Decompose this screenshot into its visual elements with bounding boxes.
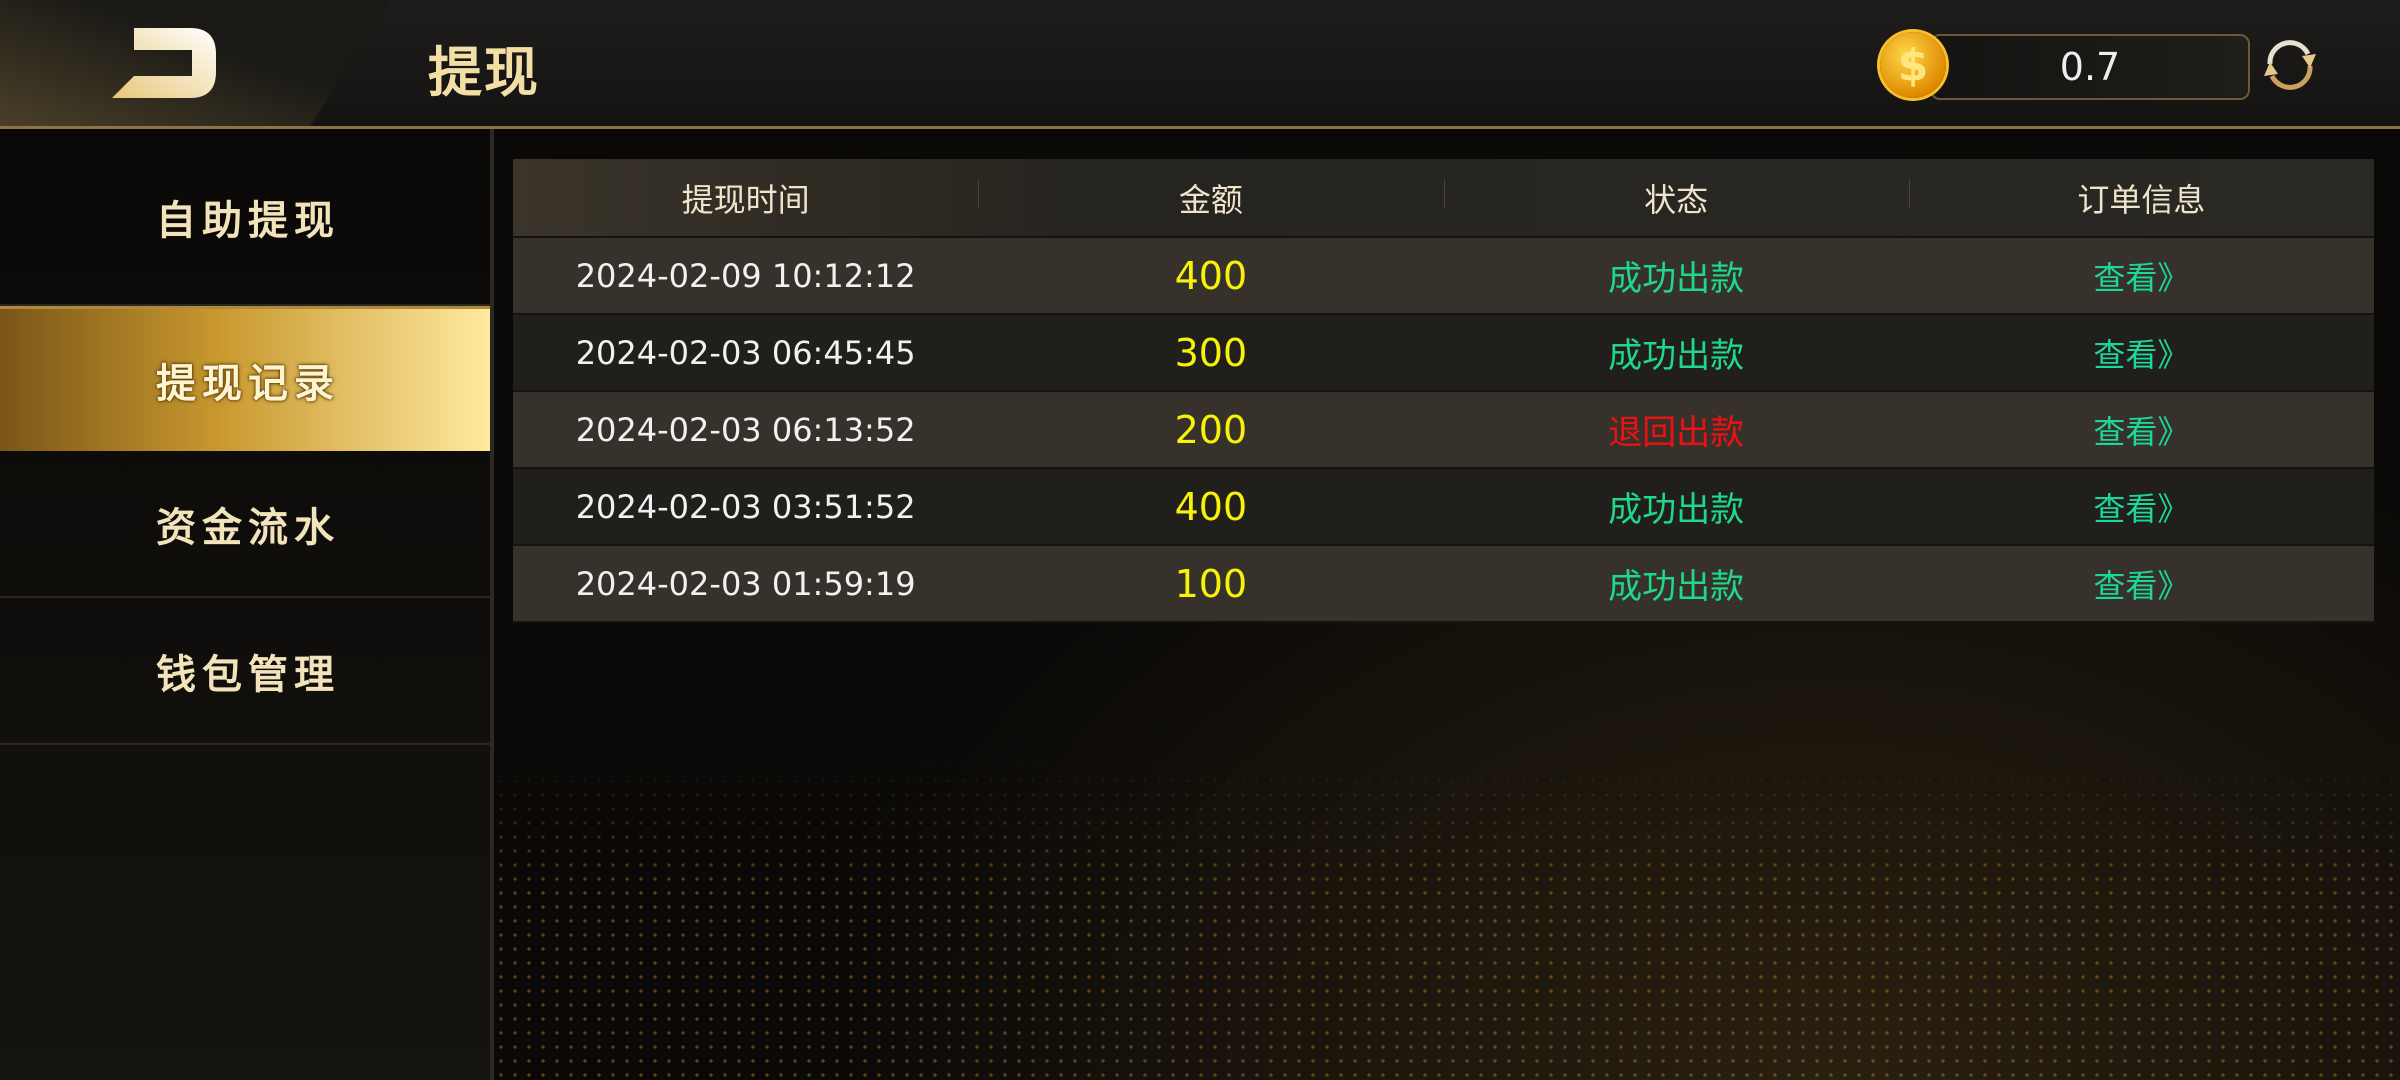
- status-text: 成功出款: [1608, 336, 1745, 376]
- status-text: 成功出款: [1608, 567, 1745, 607]
- view-order-link[interactable]: 查看》: [2093, 335, 2190, 374]
- withdraw-amount: 100: [1174, 561, 1248, 606]
- sidebar-item-withdraw-records[interactable]: 提现记录: [0, 306, 490, 451]
- page-title: 提现: [428, 41, 540, 104]
- withdraw-time: 2024-02-09 10:12:12: [575, 256, 916, 295]
- status-text: 退回出款: [1608, 413, 1745, 453]
- withdraw-amount: 400: [1174, 253, 1248, 298]
- withdraw-time: 2024-02-03 01:59:19: [575, 564, 916, 603]
- back-button[interactable]: [112, 28, 216, 98]
- status-text: 成功出款: [1608, 259, 1745, 299]
- table-header: 提现时间 金额 状态 订单信息: [513, 159, 2374, 238]
- dot-pattern-background: [494, 760, 2400, 1080]
- coin-symbol: $: [1897, 39, 1929, 91]
- view-order-link[interactable]: 查看》: [2093, 258, 2190, 297]
- withdraw-amount: 300: [1174, 330, 1248, 375]
- view-order-link[interactable]: 查看》: [2093, 566, 2190, 605]
- table-row: 2024-02-09 10:12:12 400 成功出款 查看》: [513, 238, 2374, 315]
- view-order-link[interactable]: 查看》: [2093, 412, 2190, 451]
- balance-value: 0.7: [2059, 45, 2121, 89]
- table-row: 2024-02-03 06:13:52 200 退回出款 查看》: [513, 392, 2374, 469]
- refresh-icon: [2264, 40, 2316, 90]
- withdraw-amount: 400: [1174, 484, 1248, 529]
- refresh-button[interactable]: [2258, 34, 2322, 96]
- back-logo-icon: [112, 28, 216, 98]
- view-order-link[interactable]: 查看》: [2093, 489, 2190, 528]
- sidebar: 自助提现 提现记录 资金流水 钱包管理: [0, 129, 494, 1080]
- header: 提现 $ 0.7: [0, 0, 2400, 129]
- table-row: 2024-02-03 03:51:52 400 成功出款 查看》: [513, 469, 2374, 546]
- withdraw-time: 2024-02-03 06:45:45: [575, 333, 916, 372]
- coin-icon: $: [1880, 32, 1946, 98]
- column-header-status: 状态: [1443, 175, 1909, 221]
- column-header-amount: 金额: [978, 175, 1443, 221]
- sidebar-item-wallet-management[interactable]: 钱包管理: [0, 598, 490, 745]
- table-row: 2024-02-03 01:59:19 100 成功出款 查看》: [513, 546, 2374, 623]
- column-header-time: 提现时间: [681, 180, 810, 219]
- table-row: 2024-02-03 06:45:45 300 成功出款 查看》: [513, 315, 2374, 392]
- withdraw-time: 2024-02-03 06:13:52: [575, 410, 916, 449]
- status-text: 成功出款: [1608, 490, 1745, 530]
- sidebar-item-fund-flow[interactable]: 资金流水: [0, 451, 490, 598]
- column-header-order-info: 订单信息: [1908, 175, 2374, 221]
- sidebar-item-self-withdraw[interactable]: 自助提现: [0, 129, 490, 306]
- withdraw-time: 2024-02-03 03:51:52: [575, 487, 916, 526]
- balance-display: 0.7: [1930, 34, 2250, 100]
- withdraw-amount: 200: [1174, 407, 1248, 452]
- withdraw-records-table: 提现时间 金额 状态 订单信息 2024-02-09 10:12:12 400 成功…: [513, 159, 2374, 623]
